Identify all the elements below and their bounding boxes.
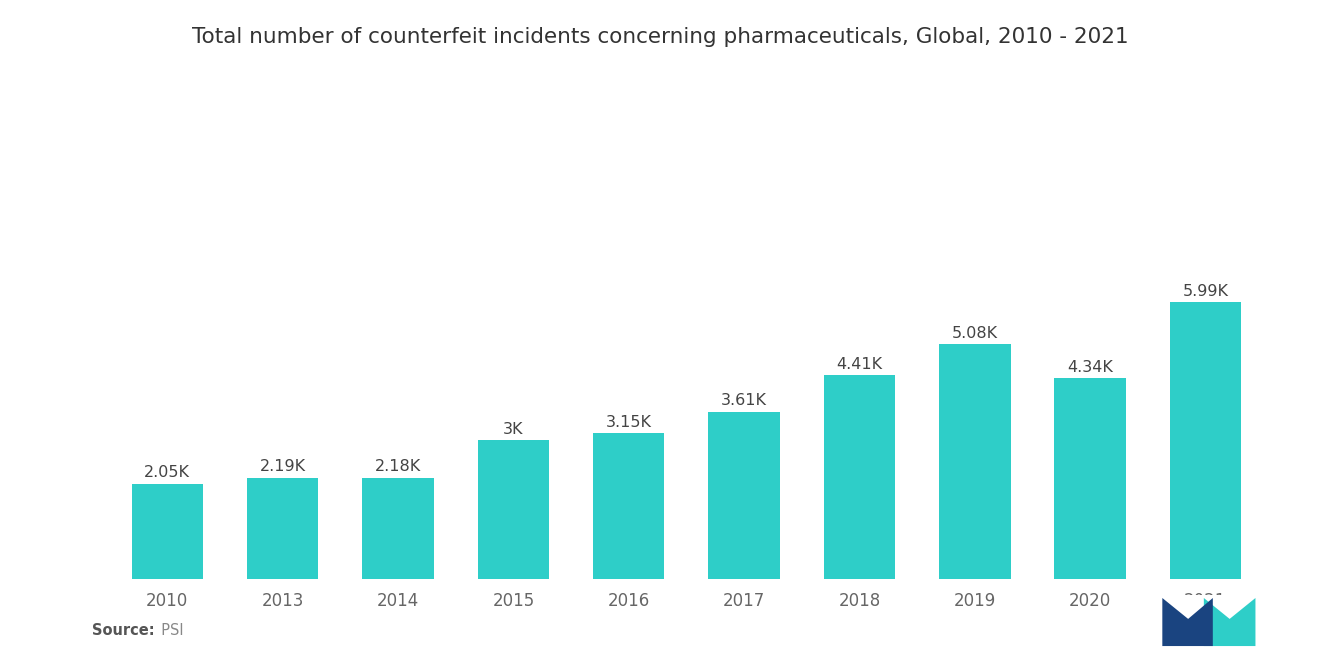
- Text: 2.19K: 2.19K: [260, 459, 306, 474]
- Bar: [824, 375, 895, 579]
- Text: 4.41K: 4.41K: [837, 356, 883, 372]
- Bar: [593, 434, 664, 579]
- Text: 3K: 3K: [503, 422, 524, 436]
- Text: 2.05K: 2.05K: [144, 465, 190, 480]
- Bar: [132, 484, 203, 579]
- Bar: [1055, 378, 1126, 579]
- Text: 3.61K: 3.61K: [721, 394, 767, 408]
- Bar: [709, 412, 780, 579]
- Text: PSI: PSI: [152, 623, 183, 638]
- Text: 3.15K: 3.15K: [606, 414, 652, 430]
- Text: 5.99K: 5.99K: [1183, 284, 1229, 299]
- Text: 4.34K: 4.34K: [1067, 360, 1113, 375]
- Text: 2.18K: 2.18K: [375, 460, 421, 474]
- Bar: [1170, 303, 1241, 579]
- Text: 5.08K: 5.08K: [952, 326, 998, 340]
- Bar: [478, 440, 549, 579]
- Text: Source:: Source:: [92, 623, 154, 638]
- Bar: [939, 344, 1011, 579]
- Text: Total number of counterfeit incidents concerning pharmaceuticals, Global, 2010 -: Total number of counterfeit incidents co…: [191, 27, 1129, 47]
- Bar: [247, 477, 318, 579]
- Bar: [362, 478, 434, 579]
